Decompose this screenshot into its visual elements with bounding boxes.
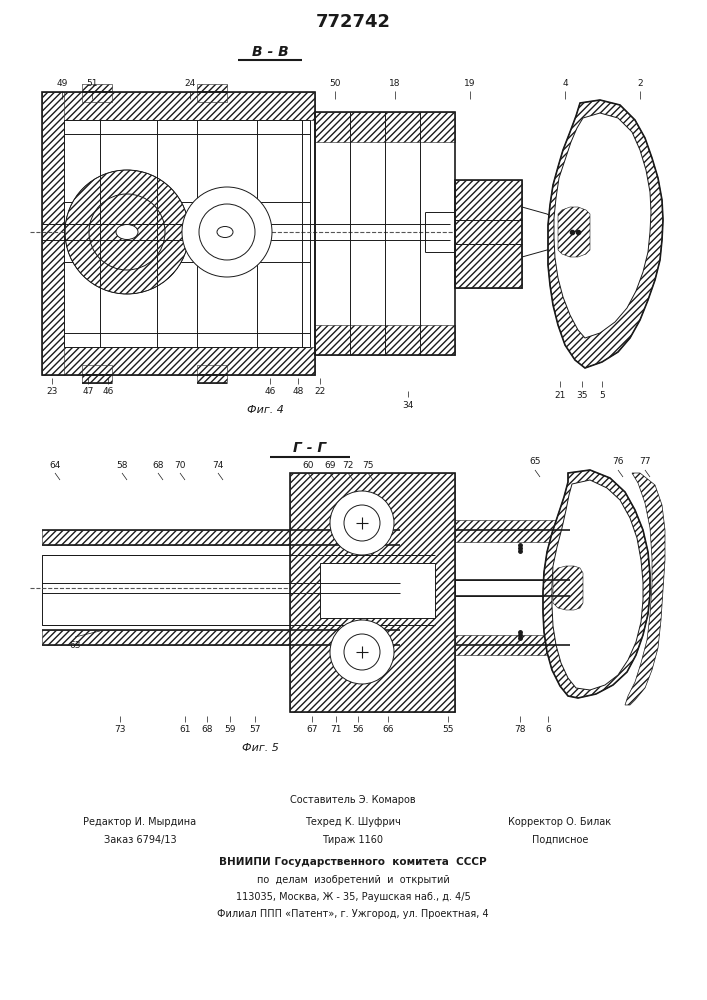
- Text: 22: 22: [315, 387, 326, 396]
- Polygon shape: [522, 207, 564, 257]
- Text: Фиг. 4: Фиг. 4: [247, 405, 284, 415]
- Text: 66: 66: [382, 726, 394, 734]
- Text: 50: 50: [329, 79, 341, 88]
- Polygon shape: [552, 480, 643, 690]
- Text: В - В: В - В: [252, 45, 288, 59]
- Polygon shape: [455, 580, 570, 596]
- Text: 69: 69: [325, 460, 336, 470]
- Text: 2: 2: [637, 79, 643, 88]
- Text: 6: 6: [545, 726, 551, 734]
- Bar: [42, 530, 400, 545]
- Bar: [82, 365, 112, 383]
- Text: Редактор И. Мырдина: Редактор И. Мырдина: [83, 817, 197, 827]
- Bar: [290, 473, 455, 712]
- Circle shape: [182, 187, 272, 277]
- Text: Г - Г: Г - Г: [293, 441, 327, 455]
- Text: 772742: 772742: [315, 13, 390, 31]
- Bar: [42, 347, 315, 375]
- Polygon shape: [64, 120, 310, 347]
- Text: Заказ 6794/13: Заказ 6794/13: [104, 835, 176, 845]
- Text: 67: 67: [306, 726, 317, 734]
- Text: 63: 63: [69, 641, 81, 650]
- Text: Корректор О. Билак: Корректор О. Билак: [508, 817, 612, 827]
- Bar: [42, 92, 315, 375]
- Circle shape: [330, 620, 394, 684]
- Text: Составитель Э. Комаров: Составитель Э. Комаров: [290, 795, 416, 805]
- Text: 61: 61: [180, 726, 191, 734]
- Text: 74: 74: [212, 460, 223, 470]
- Polygon shape: [543, 470, 650, 698]
- Polygon shape: [42, 555, 400, 625]
- Bar: [315, 325, 455, 355]
- Text: 64: 64: [49, 460, 61, 470]
- Text: 46: 46: [103, 387, 114, 396]
- Text: Подписное: Подписное: [532, 835, 588, 845]
- Text: 56: 56: [352, 726, 363, 734]
- Text: 76: 76: [612, 458, 624, 466]
- Text: 5: 5: [599, 390, 605, 399]
- Text: 49: 49: [57, 79, 68, 88]
- Text: 55: 55: [443, 726, 454, 734]
- Bar: [197, 84, 227, 102]
- Text: 113035, Москва, Ж - 35, Раушская наб., д. 4/5: 113035, Москва, Ж - 35, Раушская наб., д…: [235, 892, 470, 902]
- Bar: [197, 365, 227, 383]
- Polygon shape: [554, 113, 651, 338]
- Text: 70: 70: [174, 460, 186, 470]
- Bar: [42, 92, 315, 120]
- Text: 51: 51: [86, 79, 98, 88]
- Text: 34: 34: [402, 400, 414, 410]
- Text: Тираж 1160: Тираж 1160: [322, 835, 383, 845]
- Text: 68: 68: [152, 460, 164, 470]
- Bar: [455, 635, 570, 655]
- Bar: [455, 520, 570, 542]
- Ellipse shape: [116, 225, 138, 239]
- Circle shape: [65, 170, 189, 294]
- Polygon shape: [558, 207, 590, 257]
- Text: 57: 57: [250, 726, 261, 734]
- Text: 72: 72: [342, 460, 354, 470]
- Text: 68: 68: [201, 726, 213, 734]
- Text: 4: 4: [562, 79, 568, 88]
- Text: Фиг. 5: Фиг. 5: [242, 743, 279, 753]
- Text: 21: 21: [554, 390, 566, 399]
- Text: 65: 65: [530, 458, 541, 466]
- Text: ВНИИПИ Государственного  комитета  СССР: ВНИИПИ Государственного комитета СССР: [219, 857, 487, 867]
- Text: 78: 78: [514, 726, 526, 734]
- Text: Филиал ППП «Патент», г. Ужгород, ул. Проектная, 4: Филиал ППП «Патент», г. Ужгород, ул. Про…: [217, 909, 489, 919]
- Text: 23: 23: [47, 387, 58, 396]
- Bar: [315, 112, 455, 142]
- Text: 18: 18: [390, 79, 401, 88]
- Text: по  делам  изобретений  и  открытий: по делам изобретений и открытий: [257, 875, 450, 885]
- Text: 19: 19: [464, 79, 476, 88]
- Text: 48: 48: [292, 387, 304, 396]
- Text: 46: 46: [264, 387, 276, 396]
- Text: 24: 24: [185, 79, 196, 88]
- Bar: [42, 630, 400, 645]
- Bar: [290, 473, 455, 712]
- Ellipse shape: [217, 227, 233, 237]
- Polygon shape: [625, 473, 665, 705]
- Text: 75: 75: [362, 460, 374, 470]
- Bar: [82, 84, 112, 102]
- Text: 58: 58: [116, 460, 128, 470]
- Text: 59: 59: [224, 726, 235, 734]
- Text: 77: 77: [639, 458, 650, 466]
- Polygon shape: [320, 563, 435, 618]
- Text: Техред К. Шуфрич: Техред К. Шуфрич: [305, 817, 401, 827]
- Bar: [455, 180, 522, 288]
- Bar: [455, 180, 522, 288]
- Polygon shape: [553, 566, 583, 610]
- Text: 35: 35: [576, 390, 588, 399]
- Bar: [315, 112, 455, 355]
- Bar: [42, 92, 64, 375]
- Text: 71: 71: [330, 726, 341, 734]
- Text: 73: 73: [115, 726, 126, 734]
- Text: 60: 60: [303, 460, 314, 470]
- Text: 47: 47: [82, 387, 94, 396]
- Circle shape: [330, 491, 394, 555]
- Polygon shape: [548, 100, 663, 368]
